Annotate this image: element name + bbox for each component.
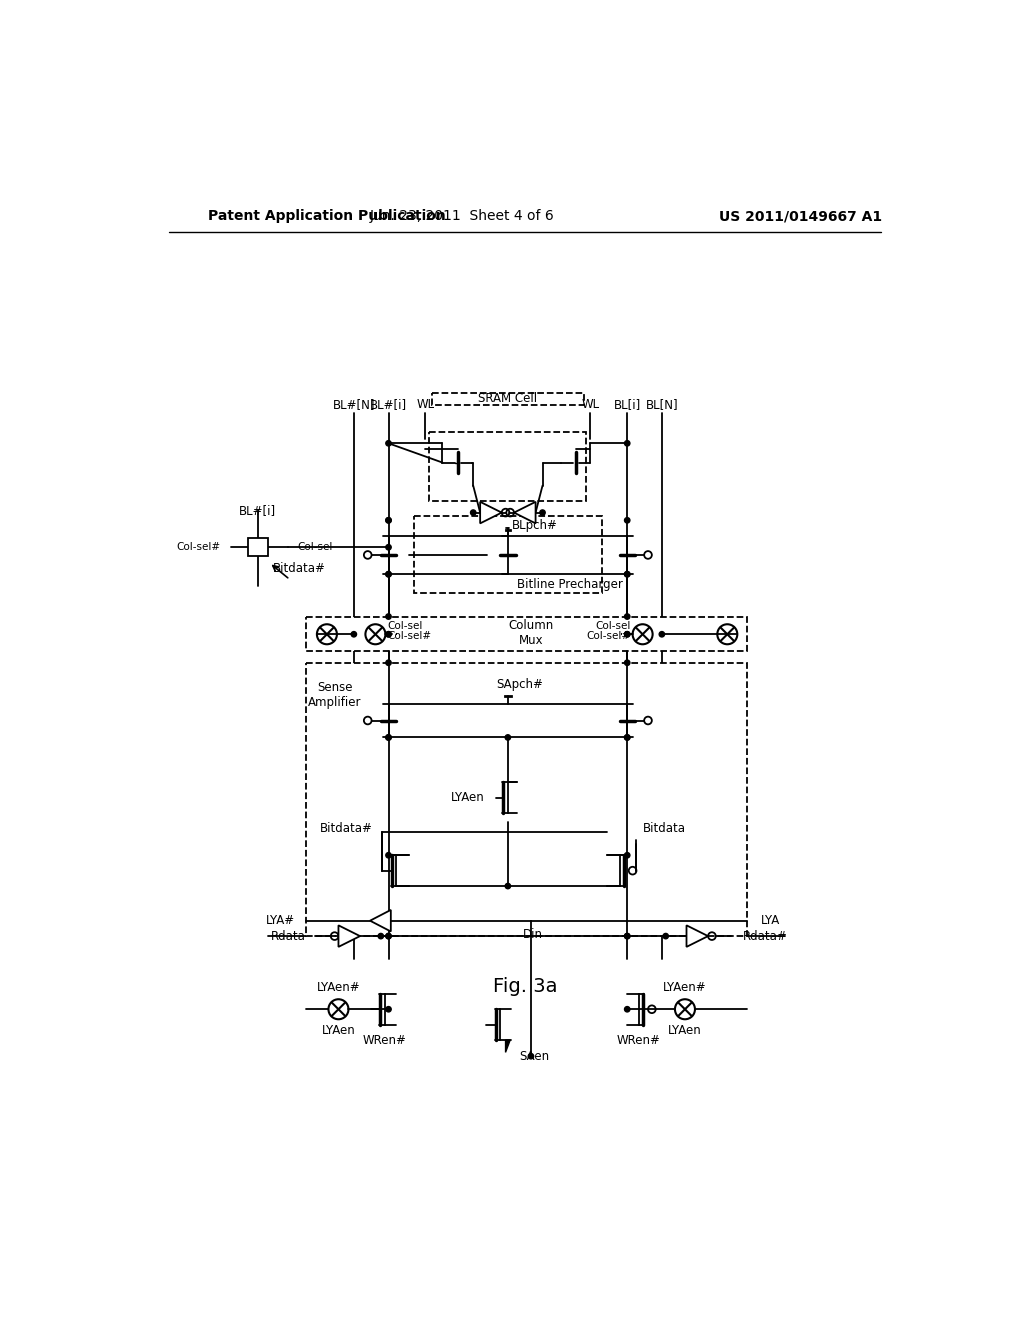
Circle shape bbox=[659, 631, 665, 638]
Text: LYAen: LYAen bbox=[668, 1024, 701, 1038]
Circle shape bbox=[625, 933, 630, 939]
Circle shape bbox=[386, 735, 391, 741]
Polygon shape bbox=[339, 925, 360, 946]
Circle shape bbox=[386, 853, 391, 858]
Circle shape bbox=[386, 631, 391, 638]
Text: WRen#: WRen# bbox=[616, 1034, 660, 1047]
Text: BL[N]: BL[N] bbox=[645, 399, 678, 412]
Text: Fig. 3a: Fig. 3a bbox=[493, 977, 557, 995]
Circle shape bbox=[386, 660, 391, 665]
Text: Col-sel#: Col-sel# bbox=[388, 631, 432, 640]
Bar bbox=[306, 663, 746, 936]
Circle shape bbox=[470, 510, 476, 515]
Text: Patent Application Publication: Patent Application Publication bbox=[208, 209, 445, 223]
Circle shape bbox=[386, 572, 391, 577]
Text: US 2011/0149667 A1: US 2011/0149667 A1 bbox=[719, 209, 882, 223]
Circle shape bbox=[663, 933, 669, 939]
Circle shape bbox=[625, 441, 630, 446]
Text: LYAen: LYAen bbox=[451, 791, 484, 804]
Circle shape bbox=[625, 1007, 630, 1012]
Circle shape bbox=[540, 510, 545, 515]
Circle shape bbox=[625, 517, 630, 523]
Text: Column
Mux: Column Mux bbox=[508, 619, 554, 648]
Circle shape bbox=[386, 933, 391, 939]
Circle shape bbox=[625, 631, 630, 638]
Text: Bitdata#: Bitdata# bbox=[273, 562, 326, 576]
Text: WL: WL bbox=[582, 399, 599, 412]
Circle shape bbox=[386, 545, 391, 550]
Text: SRAM Cell: SRAM Cell bbox=[478, 392, 538, 405]
Circle shape bbox=[386, 933, 391, 939]
Bar bbox=[414, 516, 602, 594]
Circle shape bbox=[386, 517, 391, 523]
Text: Col-sel: Col-sel bbox=[595, 620, 631, 631]
Text: Col-sel#: Col-sel# bbox=[176, 543, 220, 552]
Text: LYAen#: LYAen# bbox=[664, 981, 707, 994]
Circle shape bbox=[378, 933, 384, 939]
Text: BLpch#: BLpch# bbox=[512, 519, 558, 532]
Circle shape bbox=[386, 1007, 391, 1012]
Text: Jun. 23, 2011  Sheet 4 of 6: Jun. 23, 2011 Sheet 4 of 6 bbox=[370, 209, 554, 223]
Circle shape bbox=[625, 572, 630, 577]
Text: LYAen#: LYAen# bbox=[316, 981, 360, 994]
Polygon shape bbox=[506, 1040, 510, 1052]
Text: SApch#: SApch# bbox=[496, 677, 543, 690]
Circle shape bbox=[625, 631, 630, 638]
Text: Bitdata#: Bitdata# bbox=[321, 822, 373, 834]
Text: BL#[i]: BL#[i] bbox=[239, 504, 276, 517]
Circle shape bbox=[505, 883, 511, 888]
Polygon shape bbox=[480, 502, 502, 524]
Text: Col-sel: Col-sel bbox=[298, 543, 333, 552]
Text: LYAen: LYAen bbox=[322, 1024, 355, 1038]
Text: LYA: LYA bbox=[761, 915, 779, 927]
Text: Bitline Precharger: Bitline Precharger bbox=[516, 578, 623, 591]
Text: Col-sel#: Col-sel# bbox=[586, 631, 631, 640]
Circle shape bbox=[625, 614, 630, 619]
Circle shape bbox=[386, 441, 391, 446]
Text: Sense
Amplifier: Sense Amplifier bbox=[308, 681, 361, 709]
Circle shape bbox=[386, 572, 391, 577]
Text: WL: WL bbox=[417, 399, 434, 412]
Text: Col-sel: Col-sel bbox=[388, 620, 423, 631]
Bar bbox=[432, 393, 584, 405]
Circle shape bbox=[625, 572, 630, 577]
Text: Bitdata: Bitdata bbox=[643, 822, 686, 834]
Circle shape bbox=[625, 735, 630, 741]
Text: Rdata#: Rdata# bbox=[742, 929, 787, 942]
Polygon shape bbox=[514, 502, 536, 524]
Circle shape bbox=[505, 735, 511, 741]
Polygon shape bbox=[370, 909, 391, 932]
Text: LYA#: LYA# bbox=[265, 915, 295, 927]
Text: BL[i]: BL[i] bbox=[613, 399, 641, 412]
Bar bbox=[248, 539, 267, 557]
Bar bbox=[429, 432, 587, 502]
Text: Din: Din bbox=[523, 928, 544, 941]
Text: BL#[i]: BL#[i] bbox=[370, 399, 408, 412]
Circle shape bbox=[386, 631, 391, 638]
Text: Rdata: Rdata bbox=[271, 929, 306, 942]
Polygon shape bbox=[686, 925, 708, 946]
Text: BL#[N]: BL#[N] bbox=[333, 399, 375, 412]
Circle shape bbox=[625, 660, 630, 665]
Circle shape bbox=[625, 853, 630, 858]
Text: SAen: SAen bbox=[519, 1051, 550, 1064]
Circle shape bbox=[351, 631, 356, 638]
Circle shape bbox=[386, 614, 391, 619]
Circle shape bbox=[528, 1053, 534, 1059]
Text: WRen#: WRen# bbox=[362, 1034, 407, 1047]
Circle shape bbox=[386, 735, 391, 741]
Circle shape bbox=[386, 517, 391, 523]
Circle shape bbox=[625, 735, 630, 741]
Bar bbox=[306, 616, 746, 651]
Circle shape bbox=[625, 933, 630, 939]
